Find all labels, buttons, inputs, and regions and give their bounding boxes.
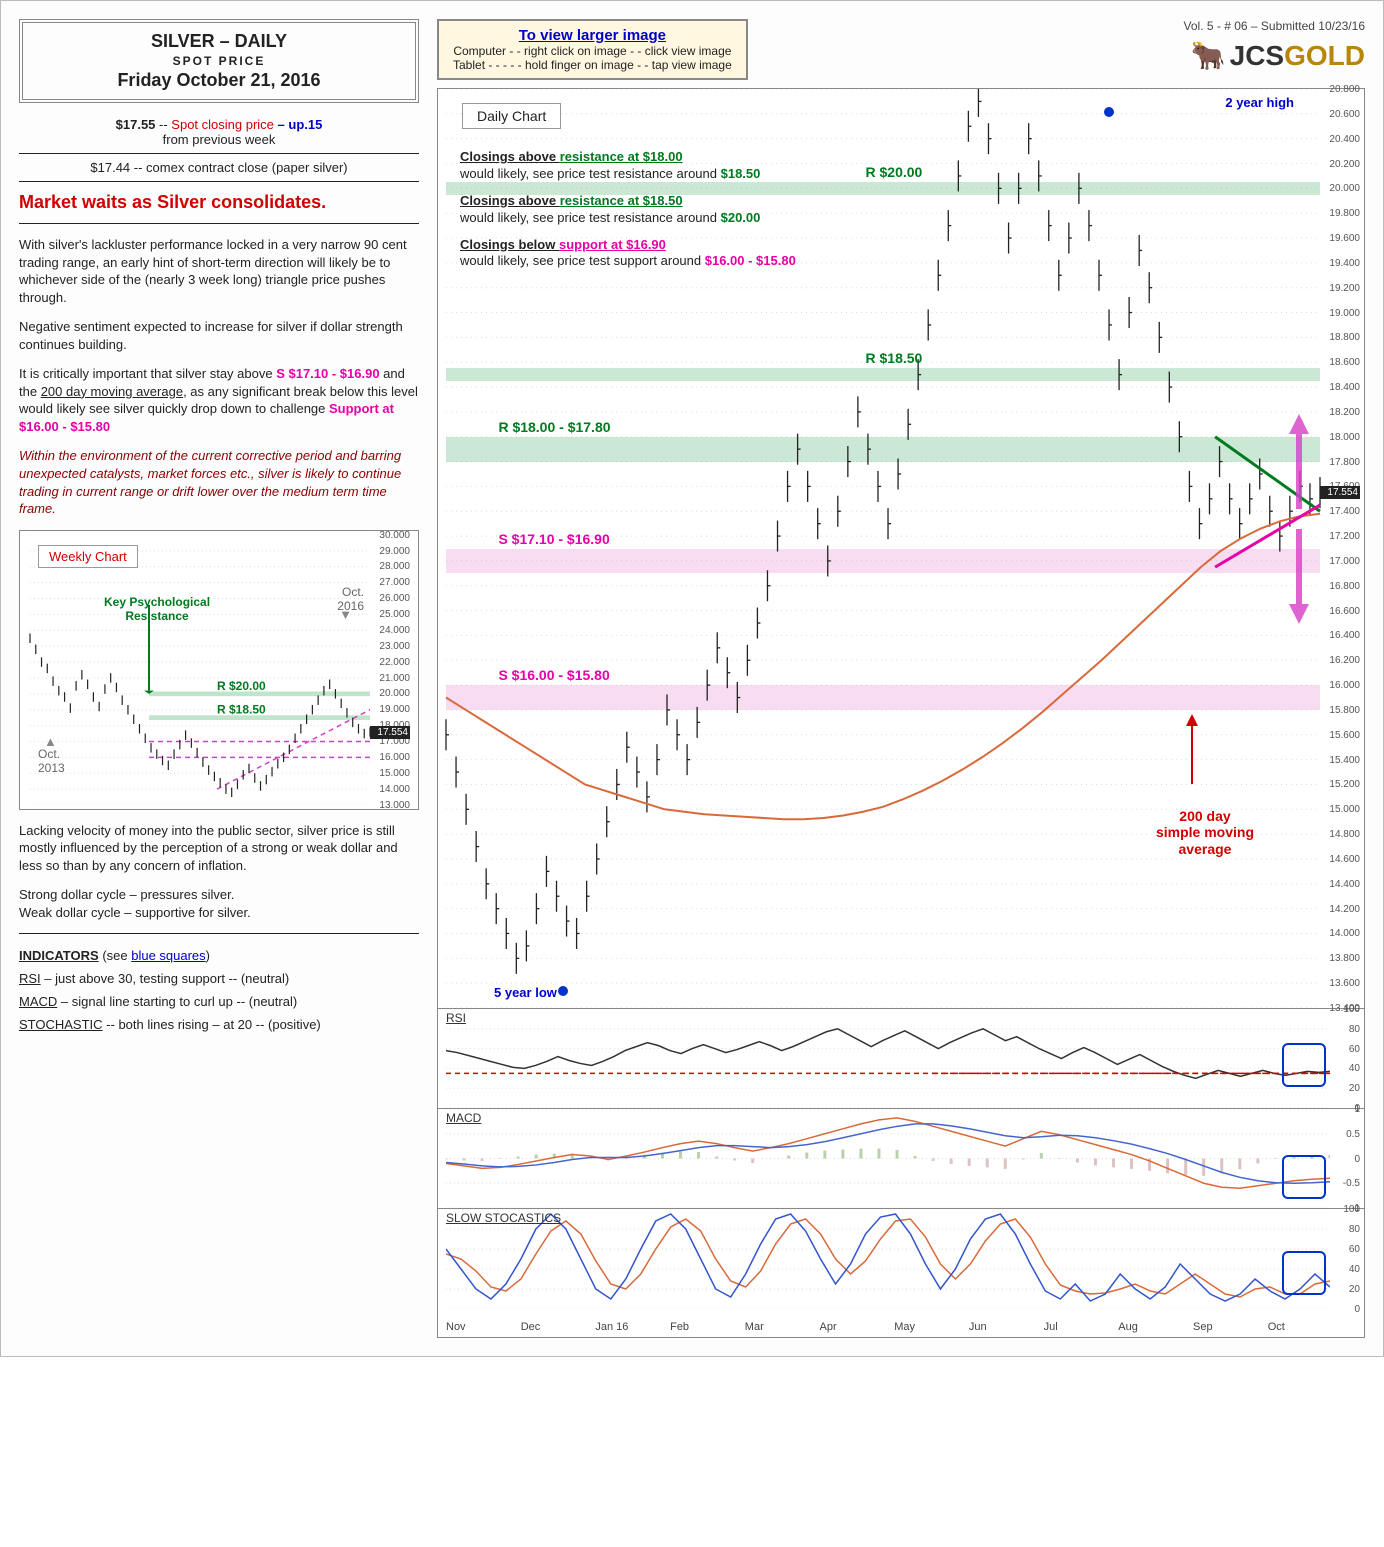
two-year-high-label: 2 year high bbox=[1225, 95, 1294, 110]
macd-svg bbox=[446, 1109, 1330, 1208]
vol-line: Vol. 5 - # 06 – Submitted 10/23/16 bbox=[1184, 19, 1365, 33]
daily-yaxis: 13.40013.60013.80014.00014.20014.40014.6… bbox=[1320, 89, 1362, 1008]
magenta-arrows-icon bbox=[1284, 414, 1314, 624]
rsi-title: RSI bbox=[446, 1011, 466, 1025]
closing-label: Spot closing price bbox=[171, 117, 274, 132]
daily-chart: Daily Chart Closings above resistance at… bbox=[437, 88, 1365, 1338]
para-5: Lacking velocity of money into the publi… bbox=[19, 822, 419, 875]
stoch-blue-square bbox=[1282, 1251, 1326, 1295]
para-2: Negative sentiment expected to increase … bbox=[19, 318, 419, 353]
two-year-high-dot bbox=[1104, 107, 1114, 117]
daily-chart-label: Daily Chart bbox=[462, 103, 561, 129]
right-column: To view larger image Computer - - right … bbox=[437, 19, 1365, 1338]
svg-text:R $18.50: R $18.50 bbox=[217, 702, 266, 716]
title-line3: Friday October 21, 2016 bbox=[35, 70, 403, 91]
rsi-panel: RSI 020406080100 bbox=[438, 1009, 1364, 1109]
para-1: With silver's lackluster performance loc… bbox=[19, 236, 419, 306]
stoch-panel: SLOW STOCASTICS 020406080100 bbox=[438, 1209, 1364, 1309]
red-arrow-up-icon bbox=[1182, 714, 1202, 784]
comex-line: $17.44 -- comex contract close (paper si… bbox=[19, 160, 419, 175]
right-header: To view larger image Computer - - right … bbox=[437, 19, 1365, 80]
para-6: Strong dollar cycle – pressures silver. … bbox=[19, 886, 419, 921]
stoch-svg bbox=[446, 1209, 1330, 1309]
price-header: $17.55 -- Spot closing price – up.15 fro… bbox=[19, 117, 419, 147]
divider bbox=[19, 933, 419, 934]
divider bbox=[19, 223, 419, 224]
price-change: – up.15 bbox=[274, 117, 322, 132]
chart-notes: Closings above resistance at $18.00 woul… bbox=[460, 149, 820, 280]
stoch-yaxis: 020406080100 bbox=[1332, 1209, 1362, 1309]
five-year-low-label: 5 year low bbox=[494, 985, 557, 1000]
svg-text:R $20.00: R $20.00 bbox=[217, 678, 266, 692]
weekly-chart: Weekly Chart R $20.00 R $18.50 13.00014.0… bbox=[19, 530, 419, 810]
tip-title: To view larger image bbox=[453, 27, 732, 44]
stoch-title: SLOW STOCASTICS bbox=[446, 1211, 561, 1225]
divider bbox=[19, 181, 419, 182]
triangle-left: ▲ bbox=[44, 734, 57, 749]
triangle-right: ▼ bbox=[339, 607, 352, 622]
macd-panel: MACD -1-0.500.51 bbox=[438, 1109, 1364, 1209]
tip-line-1: Computer - - right click on image - - cl… bbox=[453, 44, 732, 58]
key-psych-label: Key Psychological Resistance bbox=[104, 595, 210, 623]
weekly-date-left: Oct.2013 bbox=[38, 747, 65, 775]
indicator-rsi: RSI – just above 30, testing support -- … bbox=[19, 971, 419, 986]
two-column-layout: SILVER – DAILY SPOT PRICE Friday October… bbox=[19, 19, 1365, 1338]
weekly-chart-label: Weekly Chart bbox=[38, 545, 138, 568]
para-4-outlook: Within the environment of the current co… bbox=[19, 447, 419, 517]
brand-logo: 🐂JCSGOLD bbox=[1184, 39, 1365, 72]
spot-price: $17.55 bbox=[116, 117, 156, 132]
rsi-svg bbox=[446, 1009, 1330, 1108]
title-line2: SPOT PRICE bbox=[35, 54, 403, 68]
title-line1: SILVER – DAILY bbox=[35, 31, 403, 52]
view-tip-box: To view larger image Computer - - right … bbox=[437, 19, 748, 80]
report-page: SILVER – DAILY SPOT PRICE Friday October… bbox=[0, 0, 1384, 1357]
left-column: SILVER – DAILY SPOT PRICE Friday October… bbox=[19, 19, 419, 1338]
daily-xaxis: NovDecJan 16FebMarAprMayJunJulAugSepOct bbox=[438, 1309, 1364, 1337]
macd-yaxis: -1-0.500.51 bbox=[1332, 1109, 1362, 1208]
sma-label: 200 daysimple movingaverage bbox=[1156, 808, 1254, 858]
rsi-blue-square bbox=[1282, 1043, 1326, 1087]
macd-title: MACD bbox=[446, 1111, 481, 1125]
title-box: SILVER – DAILY SPOT PRICE Friday October… bbox=[19, 19, 419, 103]
para-3: It is critically important that silver s… bbox=[19, 365, 419, 435]
weekly-yaxis: 13.00014.00015.00016.00017.00018.00019.0… bbox=[370, 535, 412, 805]
headline: Market waits as Silver consolidates. bbox=[19, 192, 419, 213]
indicators-section: INDICATORS (see blue squares) RSI – just… bbox=[19, 948, 419, 1032]
indicators-title: INDICATORS (see blue squares) bbox=[19, 948, 419, 963]
five-year-low-dot bbox=[558, 986, 568, 996]
indicator-stoch: STOCHASTIC -- both lines rising – at 20 … bbox=[19, 1017, 419, 1032]
price-sub: from previous week bbox=[19, 132, 419, 147]
tip-line-2: Tablet - - - - - hold finger on image - … bbox=[453, 58, 732, 72]
bull-icon: 🐂 bbox=[1191, 40, 1226, 71]
divider bbox=[19, 153, 419, 154]
weekly-chart-svg: R $20.00 R $18.50 bbox=[24, 535, 414, 805]
indicator-macd: MACD – signal line starting to curl up -… bbox=[19, 994, 419, 1009]
rsi-yaxis: 020406080100 bbox=[1332, 1009, 1362, 1108]
macd-blue-square bbox=[1282, 1155, 1326, 1199]
brand-block: Vol. 5 - # 06 – Submitted 10/23/16 🐂JCSG… bbox=[1184, 19, 1365, 80]
